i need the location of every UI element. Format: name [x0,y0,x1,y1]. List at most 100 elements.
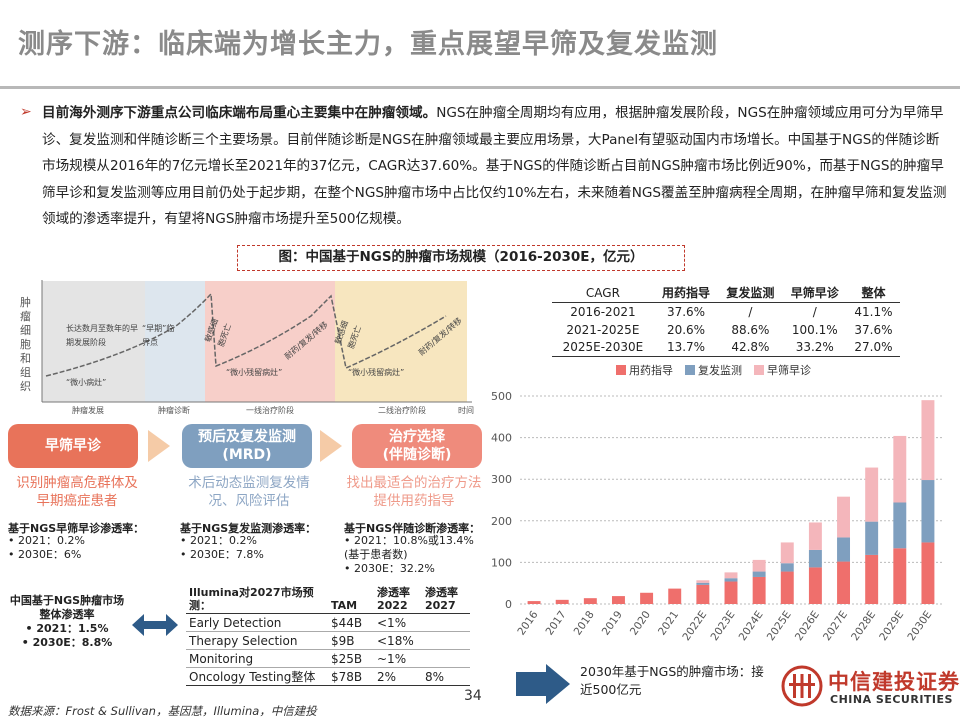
cagr-header: CAGR [552,283,654,303]
x-tick-label: 2024E [737,609,766,643]
bar-segment [696,582,710,585]
table-cell: Monitoring [186,649,328,668]
table-row: Monitoring $25B ~1% [186,649,470,668]
bar-segment [696,580,710,583]
table-cell: 37.6% [666,304,706,319]
bar-segment [921,400,935,481]
diagram-note: “早期”临界点 [142,324,175,347]
table-header: Illumina对2027市场预测： [186,585,328,614]
chart-caption: 图：中国基于NGS的肿瘤市场规模（2016-2030E，亿元） [237,245,685,271]
bar-segment [583,598,597,604]
phase-label: 时间 [458,406,474,415]
body-paragraph: 目前海外测序下游重点公司临床端布局重心主要集中在肿瘤领域。NGS在肿瘤全周期均有… [42,100,950,233]
phase-band-diagnosis [145,281,205,402]
stage-title: 预后及复发监测 [198,429,296,445]
table-cell: 2025E-2030E [552,338,654,357]
table-cell: <1% [374,613,422,632]
table-cell: 8% [422,667,470,686]
cagr-header-row: CAGR 用药指导 复发监测 早筛早诊 整体 [552,283,900,303]
table-cell: Early Detection [186,613,328,632]
market-box-title: 中国基于NGS肿瘤市场整体渗透率 [9,594,125,621]
market-penetration-box: 中国基于NGS肿瘤市场整体渗透率 • 2021：1.5% • 2030E：8.8… [8,594,126,650]
x-tick-label: 2017 [543,609,568,638]
bar-segment [808,522,822,550]
stage-description: 识别肿瘤高危群体及早期癌症患者 [16,475,138,509]
table-header: 渗透率 2022 [374,585,422,614]
chart-legend: 用药指导 复发监测 早筛早诊 [616,362,811,378]
legend-item: 复发监测 [685,362,742,378]
table-row: Early Detection $44B <1% [186,613,470,632]
market-size-chart: 0 100 200 300 400 500 2016 2017 2018 2019 2020 2021… [491,390,942,643]
y-tick-label: 0 [505,598,512,611]
list-item: (基于患者数) [344,548,408,561]
table-header: TAM [328,585,374,614]
company-logo-icon [781,665,823,707]
x-tick-label: 2030E [905,609,934,643]
x-tick-label: 2023E [708,609,737,643]
bar-segment [893,435,907,503]
table-header: 渗透率 2027 [422,585,470,614]
table-cell: $78B [328,667,374,686]
list-item: • 2030E：8.8% [21,636,113,649]
page-number: 34 [464,688,482,704]
source-note: 数据来源：Frost & Sullivan，基因慧，Illumina，中信建投 [8,704,317,718]
y-tick-label: 500 [491,390,512,403]
y-tick-label: 100 [491,556,512,569]
bar-segment [724,578,738,582]
cagr-header: 用药指导 [653,283,719,303]
bar-segment [893,502,907,549]
table-cell: Therapy Selection [186,631,328,650]
bar-segment [780,563,794,572]
table-row: Therapy Selection $9B <18% [186,631,470,650]
table-cell: / [812,304,817,319]
legend-label: 早筛早诊 [767,364,811,377]
legend-swatch [754,365,764,375]
bullet-arrow-icon: ➢ [20,104,32,120]
table-cell: 2021-2025E [566,322,640,337]
body-text: NGS在肿瘤全周期均有应用，根据肿瘤发展阶段，NGS在肿瘤领域应用可分为早筛早诊… [42,105,947,228]
list-item: • 2021：0.2% [180,534,257,547]
cagr-header: 复发监测 [718,283,783,303]
x-tick-label: 2020 [628,609,653,638]
bar-segment [921,542,935,604]
bar-segment [696,584,710,604]
list-item: • 2030E：32.2% [344,562,435,575]
diagram-y-axis-label: 肿瘤细胞和组织 [20,296,31,393]
logo-wordmark: 中信建投证券 [828,670,960,694]
table-cell: $25B [328,649,374,668]
x-tick-label: 2028E [849,609,878,643]
phase-label: 二线治疗阶段 [378,406,426,415]
cagr-header: 整体 [846,283,900,303]
phase-label: 一线治疗阶段 [246,406,294,415]
list-item: • 2021：0.2% [8,534,85,547]
penetration-list: • 2021：10.8%或13.4% (基于患者数) • 2030E：32.2% [344,534,474,576]
bar-segment [865,554,879,604]
x-tick-label: 2025E [765,609,794,643]
table-cell: ~1% [374,649,422,668]
x-tick-label: 2027E [821,609,850,643]
diagram-note: 长达数月至数年的早期发展阶段 [66,324,138,347]
table-cell [422,649,470,668]
table-cell [422,613,470,632]
arrow-right-icon [148,430,170,462]
table-cell: $44B [328,613,374,632]
legend-item: 用药指导 [616,362,673,378]
phase-label: 肿瘤诊断 [158,406,190,415]
x-tick-label: 2016 [515,609,540,638]
bar-segment [780,542,794,564]
penetration-title: 基于NGS伴随诊断渗透率： [344,522,481,535]
list-item: • 2030E：6% [8,548,82,561]
list-item: • 2030E：7.8% [180,548,264,561]
cagr-table: CAGR 用药指导 复发监测 早筛早诊 整体 2016-2021 37.6% /… [552,283,900,357]
tumor-course-curve [41,280,472,403]
list-item: • 2021：1.5% [25,622,109,635]
arrow-right-icon [320,430,342,462]
diagram-note: “微小残留病灶” [348,368,405,377]
bar-segment [865,521,879,555]
table-cell [422,631,470,650]
bar-segment [893,548,907,604]
phase-band-development [42,281,145,402]
bar-segment [640,592,654,604]
title-divider [0,86,960,89]
illumina-forecast-table: Illumina对2027市场预测： TAM 渗透率 2022 渗透率 2027… [186,585,470,686]
